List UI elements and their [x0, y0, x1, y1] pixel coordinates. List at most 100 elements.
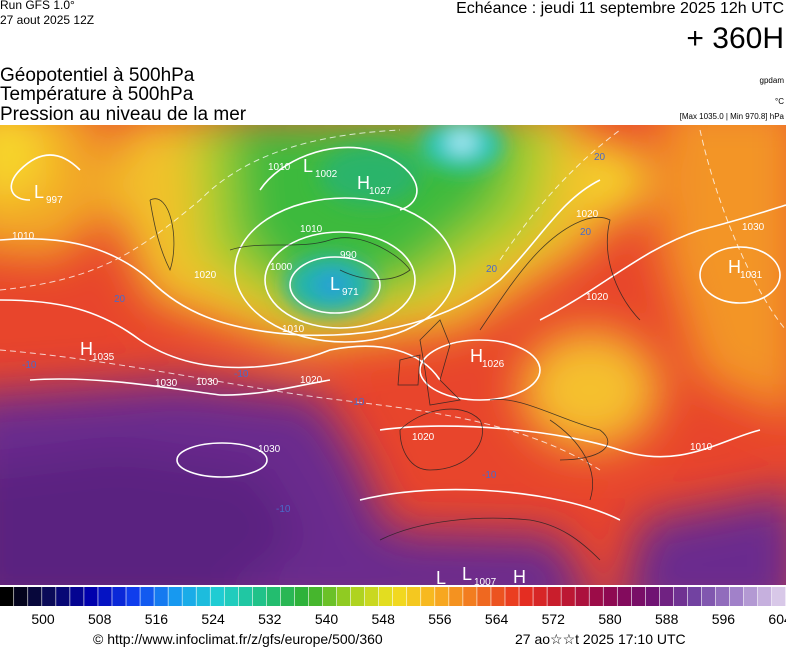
- colorbar-swatch: [98, 587, 112, 606]
- isotherm-label: -10: [276, 504, 291, 515]
- colorbar-swatch: [168, 587, 182, 606]
- isotherm-label: 20: [114, 294, 126, 305]
- unit-label: gpdam: [760, 76, 785, 85]
- center-letter: L: [303, 156, 313, 176]
- contour-label: 1020: [412, 432, 435, 443]
- center-letter: L: [34, 182, 44, 202]
- contour-label: 1010: [690, 442, 713, 453]
- run-label: Run GFS 1.0°: [0, 0, 75, 12]
- colorbar-swatch: [757, 587, 772, 606]
- colorbar-swatch: [743, 587, 758, 606]
- colorbar-swatch: [659, 587, 674, 606]
- colorbar-swatch: [140, 587, 154, 606]
- colorbar-swatch: [407, 587, 421, 606]
- colorbar-swatch: [547, 587, 561, 606]
- isotherm-label: 20: [580, 227, 592, 238]
- valid-label: Echéance : jeudi 11 septembre 2025 12h U…: [456, 0, 784, 17]
- isotherm-label: -10: [22, 360, 37, 371]
- contour-label: 1030: [155, 378, 178, 389]
- colorbar-swatch: [112, 587, 126, 606]
- colorbar-swatch: [729, 587, 744, 606]
- colorbar-swatch: [463, 587, 477, 606]
- colorbar-label: 540: [315, 611, 339, 627]
- colorbar: 500 508 516 524 532 540 548 556 564 572 580 588 596 6…: [0, 587, 786, 627]
- time-label: 27 ao☆☆t 2025 17:10 UTC: [515, 631, 686, 647]
- center-letter: L: [330, 274, 340, 294]
- colorbar-swatch: [561, 587, 575, 606]
- colorbar-swatch: [322, 587, 337, 606]
- colorbar-swatch: [238, 587, 253, 606]
- contour-label: 1010: [268, 162, 291, 173]
- contour-label: 1020: [194, 270, 217, 281]
- contour-label: 990: [340, 250, 357, 261]
- colorbar-label: 500: [31, 611, 55, 627]
- unit-label: [Max 1035.0 | Min 970.8] hPa: [680, 112, 785, 121]
- lead-label: + 360H: [686, 22, 784, 55]
- isotherm-label: -10: [350, 397, 365, 408]
- center-letter: L: [462, 564, 472, 584]
- colorbar-swatch: [701, 587, 716, 606]
- colorbar-swatch: [393, 587, 407, 606]
- colorbar-label: 524: [201, 611, 225, 627]
- colorbar-swatch: [491, 587, 505, 606]
- colorbar-swatch: [645, 587, 660, 606]
- colorbar-swatch: [252, 587, 267, 606]
- colorbar-label: 532: [258, 611, 282, 627]
- colorbar-swatch: [631, 587, 646, 606]
- title: Pression au niveau de la mer: [0, 104, 247, 125]
- center-letter: L: [436, 568, 446, 588]
- colorbar-swatch: [196, 587, 210, 606]
- center-value: 1031: [740, 270, 763, 281]
- colorbar-swatch: [224, 587, 239, 606]
- colorbar-swatch: [505, 587, 519, 606]
- colorbar-swatch: [308, 587, 323, 606]
- colorbar-swatch: [42, 587, 56, 606]
- colorbar-swatch: [350, 587, 365, 606]
- isotherm-label: -10: [482, 470, 497, 481]
- colorbar-swatch: [210, 587, 224, 606]
- colorbar-label: 588: [655, 611, 679, 627]
- center-letter: H: [470, 346, 483, 366]
- contour-label: 1010: [282, 324, 305, 335]
- center-value: 1035: [92, 352, 115, 363]
- contour-label: 1030: [258, 444, 281, 455]
- colorbar-swatch: [154, 587, 168, 606]
- colorbar-swatch: [70, 587, 84, 606]
- center-letter: H: [728, 257, 741, 277]
- colorbar-swatch: [589, 587, 603, 606]
- center-value: 1027: [369, 186, 392, 197]
- colorbar-swatch: [336, 587, 351, 606]
- isotherms: [0, 129, 786, 471]
- colorbar-swatch: [673, 587, 688, 606]
- colorbar-swatch: [378, 587, 393, 606]
- colorbar-swatch: [687, 587, 702, 606]
- center-letter: H: [357, 173, 370, 193]
- center-value: 1026: [482, 359, 505, 370]
- colorbar-swatch: [0, 587, 14, 606]
- colorbar-label: 572: [542, 611, 566, 627]
- colorbar-label: 564: [485, 611, 509, 627]
- source-label: © http://www.infoclimat.fr/z/gfs/europe/…: [93, 631, 383, 647]
- isobars: [0, 146, 786, 521]
- title: Température à 500hPa: [0, 84, 194, 105]
- colorbar-swatch: [477, 587, 491, 606]
- colorbar-swatch: [715, 587, 730, 606]
- colorbar-swatch: [771, 587, 786, 606]
- colorbar-swatch: [294, 587, 309, 606]
- colorbar-label: 516: [145, 611, 169, 627]
- unit-label: °C: [775, 97, 784, 106]
- colorbar-label: 556: [428, 611, 452, 627]
- center-letter: H: [513, 567, 526, 587]
- colorbar-swatch: [519, 587, 533, 606]
- isotherm-label: 20: [594, 152, 606, 163]
- colorbar-swatch: [533, 587, 547, 606]
- colorbar-swatch: [14, 587, 28, 606]
- colorbar-label: 508: [88, 611, 112, 627]
- colorbar-swatch: [449, 587, 463, 606]
- colorbar-swatch: [435, 587, 449, 606]
- colorbar-swatch: [182, 587, 196, 606]
- colorbar-swatch: [28, 587, 42, 606]
